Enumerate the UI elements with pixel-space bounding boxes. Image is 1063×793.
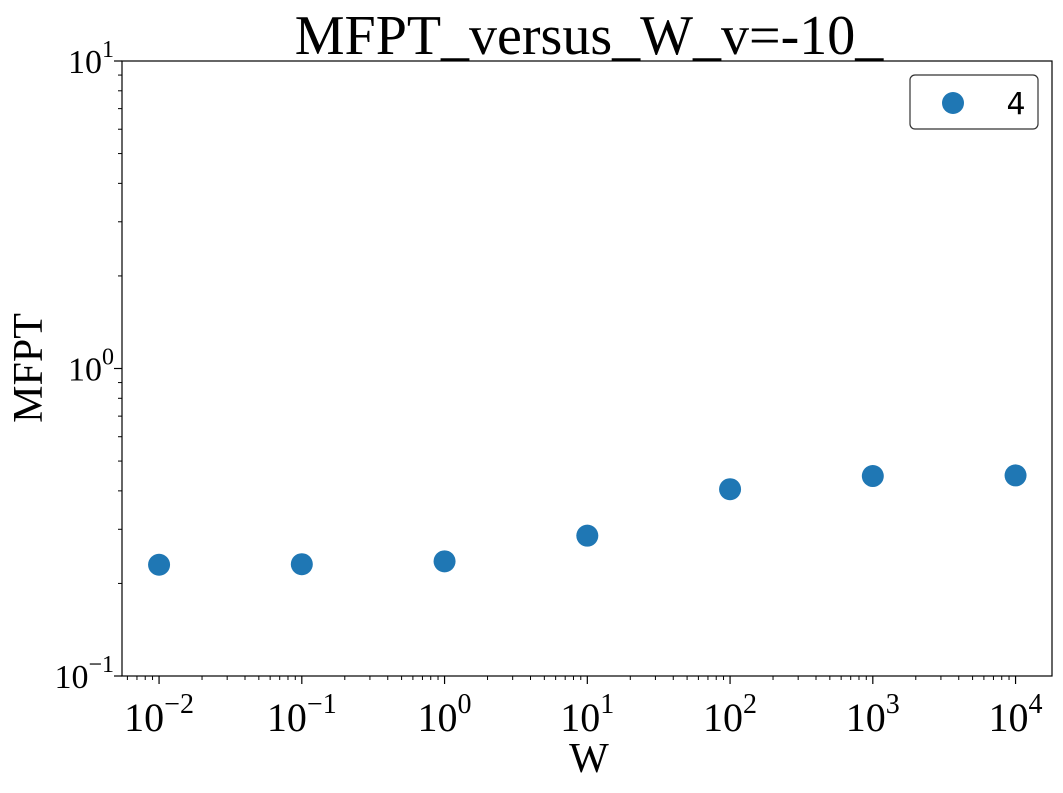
legend: 4: [909, 74, 1039, 130]
x-axis-label: W: [569, 736, 609, 782]
y-tick-label: 101: [68, 37, 114, 81]
x-tick-label: 10−1: [267, 689, 337, 740]
chart-title: MFPT_versus_W_v=-10_: [295, 5, 884, 67]
data-point: [719, 478, 742, 501]
minor-ticks: [118, 74, 1010, 680]
y-tick-label: 10−1: [54, 652, 114, 696]
x-tick-label: 101: [560, 689, 614, 740]
x-tick-label: 10−2: [124, 689, 194, 740]
data-points: [148, 464, 1027, 576]
y-axis-label: MFPT: [6, 313, 52, 423]
data-point: [290, 553, 313, 576]
data-point: [148, 553, 171, 576]
data-point: [1004, 464, 1027, 487]
x-tick-label: 102: [703, 689, 757, 740]
y-tick-label: 100: [68, 345, 114, 389]
plot-frame: [121, 60, 1053, 677]
data-point: [861, 465, 884, 488]
legend-box: [909, 74, 1039, 130]
x-tick-label: 104: [989, 689, 1043, 740]
major-ticks: [114, 60, 1017, 684]
x-tick-label: 103: [846, 689, 900, 740]
legend-marker: [942, 92, 964, 114]
data-point: [576, 524, 599, 547]
data-point: [433, 550, 456, 573]
x-tick-label: 100: [418, 689, 472, 740]
legend-label: 4: [1006, 87, 1025, 122]
